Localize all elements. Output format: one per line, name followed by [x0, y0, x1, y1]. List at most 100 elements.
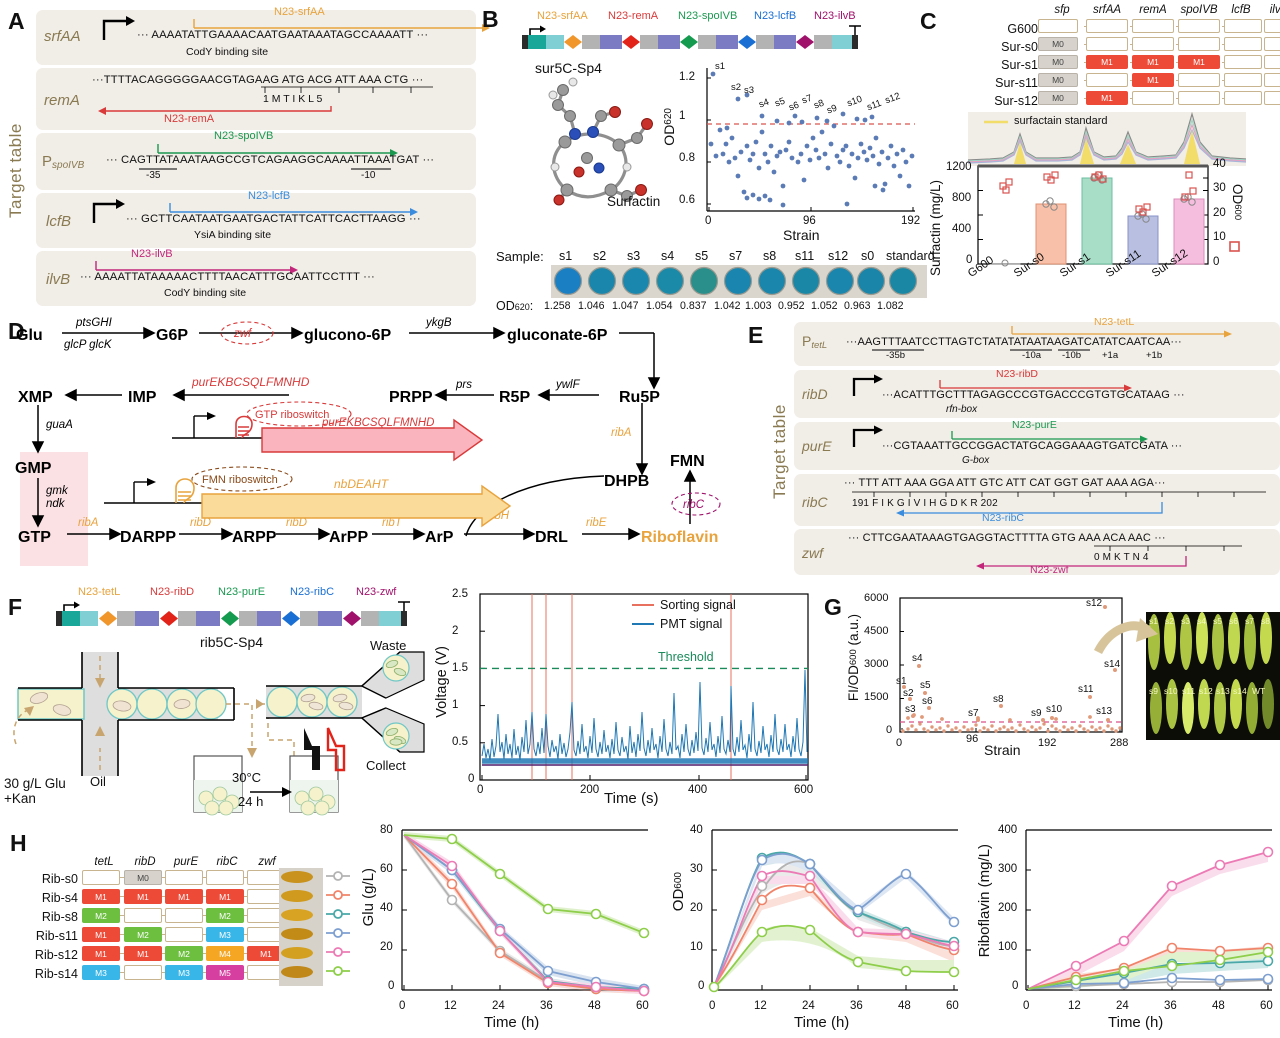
genotype-cell: M0	[124, 870, 162, 885]
seq-text: CTTCGAATAAAGTGAGGTACTTTTA GTG AAA ACA AA…	[862, 532, 1151, 544]
seq-suffix: ···	[409, 213, 421, 225]
xtick: 60	[636, 1000, 649, 1012]
genotype-cell	[165, 870, 203, 885]
ytick: 100	[998, 941, 1018, 953]
panel-c: C sfp srfAA remA spoIVB lcfB ilvB G600 S…	[920, 2, 1280, 312]
seq-row-pspoivb: PspoIVB N23-spoIVB ··· CAGTTATAAATAAGCCG…	[36, 130, 476, 190]
n23-srfaa-label: N23-srfAA	[274, 6, 325, 18]
n23-lcfb-arrow-icon	[169, 203, 418, 216]
xtick: 36	[1164, 1000, 1177, 1012]
codon-ruler-icon	[852, 491, 1266, 497]
svg-text:GMP: GMP	[15, 460, 52, 477]
panel-b-xlabel: Strain	[783, 227, 820, 243]
row-label: Rib-s11	[35, 929, 78, 943]
n23-zwf-arrow-icon	[976, 556, 1187, 570]
ytick: 0.6	[679, 194, 695, 206]
seq-text: AAAATTATAAAAACTTTTAACATTTGCAATTCCTTT	[94, 271, 360, 283]
col-header: ribD	[134, 856, 156, 868]
genotype-cell: M1	[82, 889, 120, 904]
svg-text:ywlF: ywlF	[555, 379, 581, 391]
genotype-cell: M1	[82, 946, 120, 961]
ytick: 20	[380, 941, 393, 953]
panel-h-chart1-plot	[401, 829, 650, 997]
col-header: ilvB	[1269, 4, 1280, 16]
ysia-binding-note: YsiA binding site	[194, 229, 272, 241]
seq-text: AAAATATTGAAAACAATGAATAAATAGCCAAAATT	[151, 29, 414, 41]
genotype-cell	[1132, 19, 1174, 33]
xtick: 0	[709, 1000, 716, 1012]
hplc-trace: surfactain standard	[967, 111, 1247, 166]
genotype-cell	[1264, 19, 1280, 33]
oil-label: Oil	[90, 774, 106, 789]
row-label: Sur-s0	[1001, 40, 1038, 54]
panel-b-annotations: s1 s2 s3 s4 s5 s6 s7 s8 s9 s10 s11 s12	[715, 61, 902, 117]
ytick: 0	[886, 724, 893, 736]
aa-numbering: 191 F I K G I V I H G D K R 202	[852, 498, 998, 509]
seq-text: TTTTACAGGGGGAACGTAGAAG ATG ACG ATT AAA C…	[103, 74, 409, 86]
incubate-time: 24 h	[238, 794, 264, 809]
n23-zwf-label: N23-zwf	[1030, 564, 1069, 576]
n23-tetl-label: N23-tetL	[1094, 316, 1135, 328]
genotype-cell: M2	[206, 908, 244, 923]
genotype-cell: M1	[247, 946, 285, 961]
genotype-cell: M1	[1132, 73, 1174, 87]
svg-text:ribE: ribE	[586, 517, 607, 529]
promoter-underline-icon	[139, 168, 391, 170]
row-label: Rib-s12	[34, 948, 78, 962]
od600-legend-marker-icon	[1229, 241, 1240, 252]
svg-text:nbDEAHT: nbDEAHT	[334, 477, 390, 491]
xtick: 12	[754, 1000, 767, 1012]
genotype-cell: M1	[1086, 91, 1128, 105]
seq-text: GCTTCAATAATGAATGACTATTCATTCACTTAAGG	[141, 213, 406, 225]
culture-tube-photo	[279, 868, 323, 986]
tube-photo: s1 s2 s3 s4 s5 s6 s7 s8 s9 s10 s11 s12 s…	[1146, 612, 1280, 740]
xtick: 96	[966, 733, 979, 745]
panel-b-plot	[706, 68, 915, 212]
xtick: 200	[580, 784, 600, 796]
genotype-cell	[206, 870, 244, 885]
gene-label: purE	[802, 438, 832, 454]
chart2-ylabel: OD600	[670, 872, 687, 912]
col-header: ribC	[216, 856, 238, 868]
sample-header: Sample:	[496, 249, 544, 264]
genotype-cell	[1264, 91, 1280, 105]
waste-label: Waste	[370, 638, 407, 653]
hplc-legend: surfactain standard	[1014, 115, 1108, 127]
genotype-cell	[1224, 91, 1262, 105]
genotype-cell: M1	[82, 927, 120, 942]
genotype-cell	[1224, 73, 1262, 87]
svg-text:ArP: ArP	[425, 529, 454, 546]
seq-prefix: ···	[137, 29, 149, 41]
tss-arrow-icon	[102, 16, 135, 40]
construct-sur5c: N23-srfAA N23-remA N23-spoIVB N23-lcfB N…	[520, 10, 910, 60]
svg-text:glcP glcK: glcP glcK	[64, 339, 113, 351]
panel-g-plot	[899, 597, 1123, 733]
construct-name: rib5C-Sp4	[200, 634, 264, 650]
ytick: 1500	[864, 691, 889, 703]
construct-labels: N23-srfAA N23-remA N23-spoIVB N23-lcfB N…	[537, 10, 856, 22]
hplc-svg	[967, 111, 1247, 164]
aa-numbering: 0 M K T N 4	[1094, 552, 1149, 563]
col-header: purE	[173, 856, 199, 868]
legend-swatch	[632, 622, 654, 626]
ytick: 10	[690, 941, 703, 953]
col-header: srfAA	[1092, 4, 1122, 16]
genotype-cell: M0	[1038, 73, 1078, 87]
seq-suffix: ···	[363, 271, 375, 283]
n23-ribd-arrow-icon	[939, 380, 1132, 392]
tss-arrow-icon	[852, 374, 883, 396]
genotype-cell	[124, 965, 162, 980]
svg-text:GTP riboswitch: GTP riboswitch	[255, 409, 329, 421]
svg-text:ArPP: ArPP	[329, 529, 368, 546]
ytick: 0	[966, 254, 973, 266]
genotype-cell: M3	[206, 927, 244, 942]
gene-label: ilvB	[46, 271, 71, 288]
genotype-cell	[1178, 19, 1220, 33]
genotype-cell: M0	[1038, 55, 1078, 69]
tube-labels-top: s1 s2 s3 s4 s5 s6 s7 s8	[1149, 616, 1270, 626]
ytick: 6000	[864, 592, 889, 604]
seq-prefix: ···	[882, 440, 894, 452]
seq-row-zwf: zwf ··· CTTCGAATAAAGTGAGGTACTTTTA GTG AA…	[794, 529, 1280, 576]
panel-e-letter: E	[748, 322, 764, 348]
xtick: 0	[477, 784, 484, 796]
